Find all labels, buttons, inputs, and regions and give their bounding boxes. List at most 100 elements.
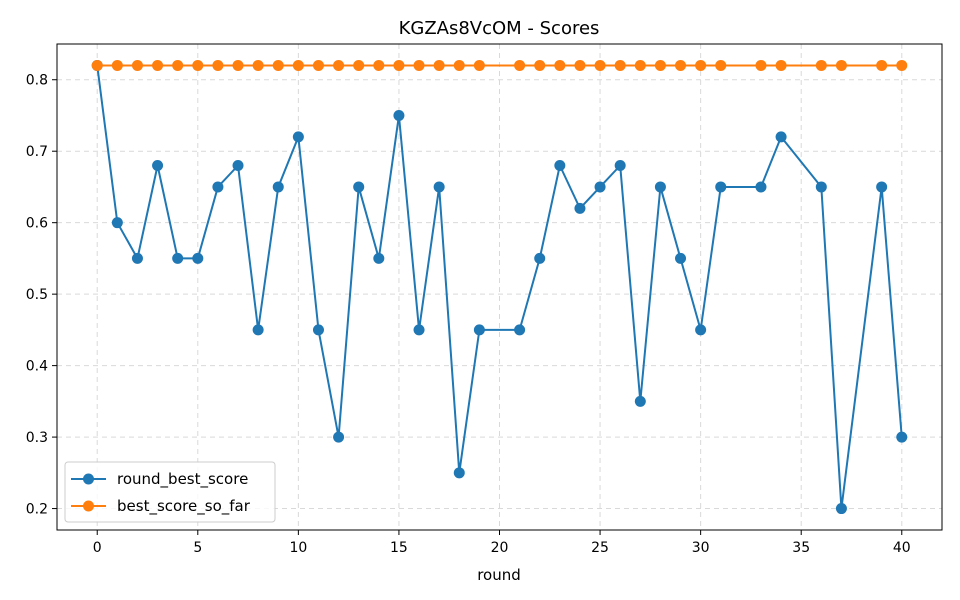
data-point-best-score-so-far [433,59,445,71]
data-point-round-best-score [775,131,787,143]
data-point-best-score-so-far [91,59,103,71]
data-point-best-score-so-far [333,59,345,71]
x-tick-label: 30 [692,540,710,556]
data-point-best-score-so-far [473,59,485,71]
data-point-best-score-so-far [755,59,767,71]
data-point-round-best-score [312,324,324,336]
data-point-best-score-so-far [373,59,385,71]
data-point-best-score-so-far [715,59,727,71]
data-point-round-best-score [876,181,888,193]
x-tick-label: 15 [390,540,408,556]
data-point-best-score-so-far [353,59,365,71]
data-point-round-best-score [534,252,546,264]
x-tick-label: 20 [491,540,509,556]
data-point-best-score-so-far [554,59,566,71]
data-point-round-best-score [835,503,847,515]
data-point-round-best-score [353,181,365,193]
legend-label-best-score-so-far: best_score_so_far [117,497,251,516]
data-point-round-best-score [212,181,224,193]
data-point-round-best-score [594,181,606,193]
data-point-round-best-score [232,160,244,171]
data-point-round-best-score [192,252,204,264]
data-point-best-score-so-far [654,59,666,71]
legend-marker-best-score-so-far [83,500,94,512]
data-point-round-best-score [413,324,425,336]
data-point-best-score-so-far [192,59,204,71]
data-point-best-score-so-far [172,59,184,71]
data-point-round-best-score [574,202,586,214]
data-point-best-score-so-far [534,59,546,71]
data-point-best-score-so-far [614,59,626,71]
data-point-round-best-score [393,109,405,121]
data-point-best-score-so-far [413,59,425,71]
data-point-round-best-score [292,131,304,143]
data-point-best-score-so-far [212,59,224,71]
x-axis-label: round [477,566,521,584]
data-point-round-best-score [152,160,164,171]
data-point-round-best-score [333,431,345,443]
data-point-round-best-score [614,160,626,171]
data-point-round-best-score [252,324,264,336]
data-point-best-score-so-far [514,59,526,71]
data-point-best-score-so-far [695,59,707,71]
data-point-best-score-so-far [876,59,888,71]
legend-marker-round-best-score [83,473,94,485]
data-point-best-score-so-far [896,59,908,71]
data-point-best-score-so-far [312,59,324,71]
data-point-round-best-score [695,324,707,336]
legend-label-round-best-score: round_best_score [117,470,248,489]
data-point-best-score-so-far [272,59,284,71]
data-point-best-score-so-far [292,59,304,71]
x-tick-label: 35 [792,540,810,556]
tick-layer: 0 5 10 15 20 25 30 35 40 0.2 0.3 0.4 0.5 0.6 0.7 0.8 [26,73,911,556]
data-point-round-best-score [896,431,908,443]
data-point-round-best-score [715,181,727,193]
y-tick-label: 0.5 [26,287,48,303]
x-tick-label: 25 [591,540,609,556]
y-tick-label: 0.8 [26,73,48,89]
data-point-round-best-score [755,181,767,193]
x-tick-label: 40 [893,540,911,556]
data-point-best-score-so-far [775,59,787,71]
data-point-best-score-so-far [252,59,264,71]
data-point-round-best-score [373,252,385,264]
data-point-round-best-score [272,181,284,193]
data-point-best-score-so-far [675,59,687,71]
chart-title: KGZAs8VcOM - Scores [399,18,600,39]
data-point-round-best-score [111,217,123,229]
data-point-round-best-score [554,160,566,171]
data-point-best-score-so-far [131,59,143,71]
data-point-round-best-score [514,324,526,336]
legend: round_best_score best_score_so_far [64,461,276,523]
data-point-round-best-score [634,395,646,407]
data-point-best-score-so-far [453,59,465,71]
data-point-best-score-so-far [815,59,827,71]
y-tick-label: 0.6 [26,216,48,232]
data-point-round-best-score [131,252,143,264]
legend-box [64,461,276,523]
x-tick-label: 5 [193,540,202,556]
data-point-best-score-so-far [634,59,646,71]
data-point-best-score-so-far [574,59,586,71]
y-tick-label: 0.4 [26,359,48,375]
data-point-best-score-so-far [152,59,164,71]
data-point-round-best-score [675,252,687,264]
data-point-best-score-so-far [594,59,606,71]
data-point-best-score-so-far [232,59,244,71]
y-tick-label: 0.7 [26,144,48,160]
data-point-round-best-score [172,252,184,264]
data-point-round-best-score [654,181,666,193]
data-point-best-score-so-far [835,59,847,71]
series-layer [91,59,908,515]
data-point-round-best-score [433,181,445,193]
data-point-round-best-score [815,181,827,193]
x-tick-label: 0 [93,540,102,556]
y-tick-label: 0.3 [26,430,48,446]
y-tick-label: 0.2 [26,502,48,518]
x-tick-label: 10 [289,540,307,556]
data-point-round-best-score [453,467,465,479]
data-point-best-score-so-far [393,59,405,71]
data-point-best-score-so-far [111,59,123,71]
data-point-round-best-score [473,324,485,336]
